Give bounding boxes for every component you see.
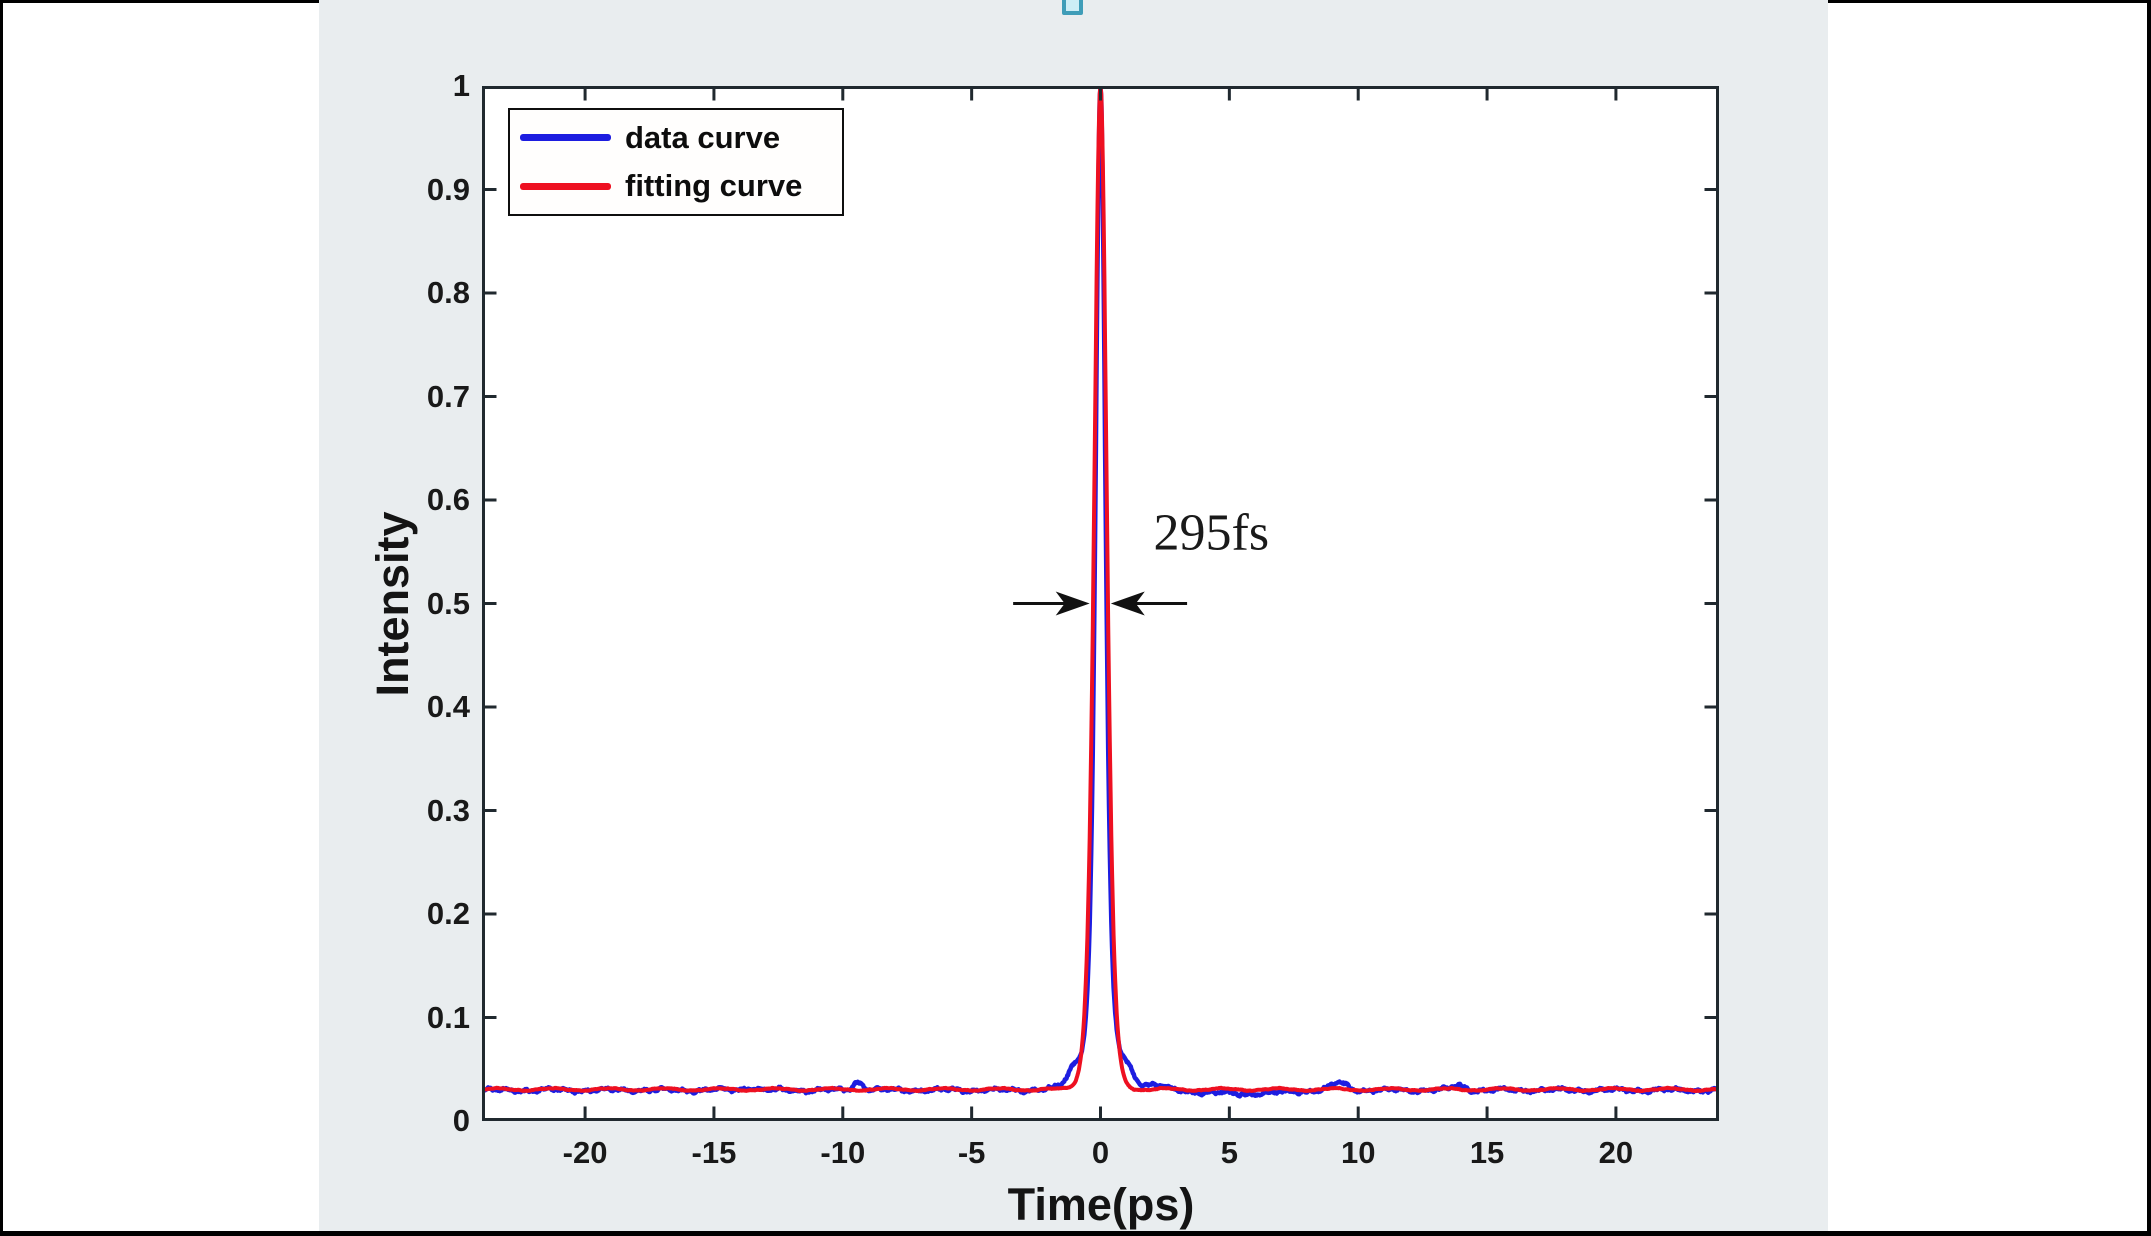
y-tick-label: 0.3 [426, 792, 470, 828]
data-curve-line-swatch [520, 134, 611, 142]
y-tick-label: 0 [452, 1103, 470, 1138]
y-tick-label: 0.7 [426, 378, 470, 414]
legend-item-data-curve: data curve [520, 117, 842, 159]
plot-area [482, 86, 1719, 1121]
data-curve [482, 86, 1719, 1099]
selection-handle[interactable] [1062, 0, 1083, 15]
y-tick-label: 1 [452, 68, 470, 103]
x-tick-label: -15 [691, 1135, 737, 1170]
x-tick-label: -10 [820, 1135, 866, 1170]
y-tick-label: 0.4 [426, 689, 470, 724]
legend-item-fitting-curve: fitting curve [520, 165, 842, 207]
x-axis-label: Time(ps) [1007, 1179, 1195, 1230]
legend-label: fitting curve [625, 168, 803, 204]
legend: data curve fitting curve [508, 108, 844, 216]
x-tick-label: 0 [1091, 1135, 1110, 1170]
y-tick-label: 0.1 [426, 999, 470, 1035]
y-tick-label: 0.2 [426, 896, 470, 931]
x-tick-label: 20 [1598, 1135, 1634, 1170]
fitting-curve-line-swatch [520, 182, 611, 190]
y-tick-label: 0.8 [426, 275, 470, 310]
y-tick-label: 0.5 [426, 585, 470, 621]
plot-canvas [482, 86, 1719, 1121]
legend-label: data curve [625, 119, 781, 155]
x-tick-label: 15 [1469, 1135, 1505, 1170]
x-tick-label: 10 [1340, 1135, 1376, 1170]
x-tick-label: 5 [1220, 1135, 1238, 1170]
fitting-curve [482, 86, 1719, 1094]
y-tick-label: 0.9 [426, 171, 470, 207]
fwhm-annotation: 295fs [1153, 504, 1270, 562]
y-tick-label: 0.6 [426, 482, 470, 517]
x-tick-label: -20 [562, 1135, 608, 1170]
x-tick-label: -5 [957, 1135, 986, 1170]
